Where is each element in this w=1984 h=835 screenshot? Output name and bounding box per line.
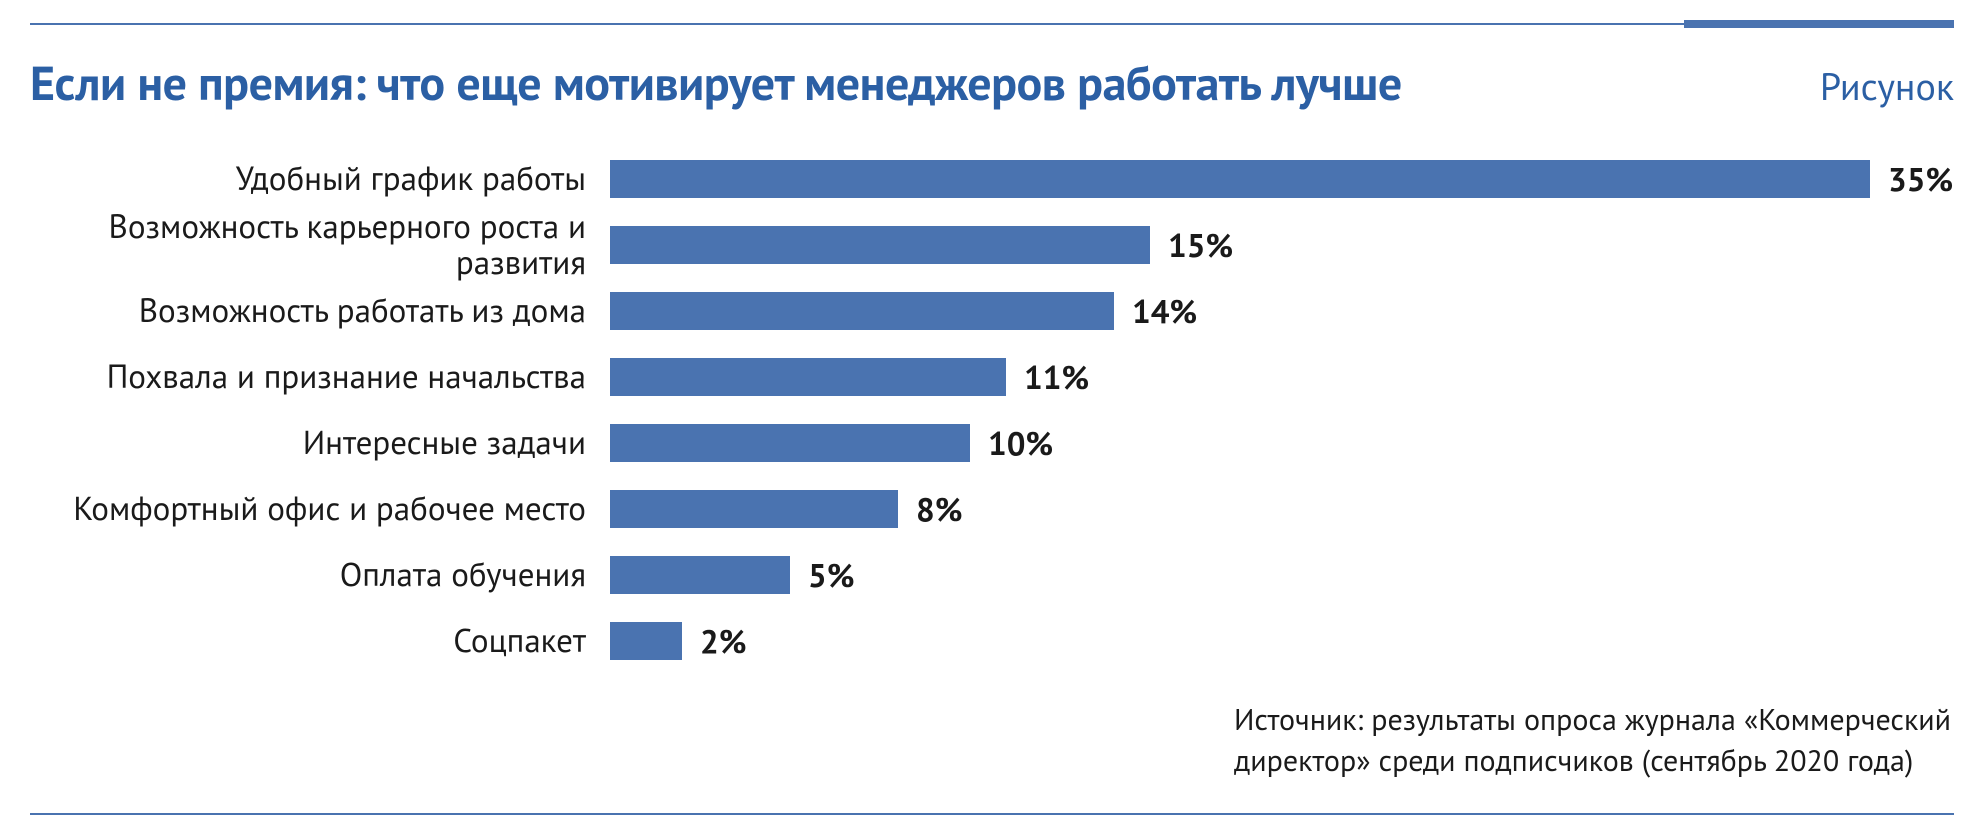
bar-track: 15%	[610, 226, 1954, 264]
chart-row: Соцпакет 2%	[30, 608, 1954, 674]
chart-row: Комфортный офис и рабочее место 8%	[30, 476, 1954, 542]
bar-track: 11%	[610, 358, 1954, 396]
value-label: 11%	[1024, 356, 1089, 399]
bar	[610, 226, 1150, 264]
bar	[610, 292, 1114, 330]
value-label: 35%	[1888, 158, 1953, 201]
header-row: Если не премия: что еще мотивирует менед…	[30, 52, 1954, 114]
category-label: Оплата обучения	[30, 557, 610, 593]
value-label: 5%	[808, 554, 854, 597]
chart-title: Если не премия: что еще мотивирует менед…	[30, 52, 1402, 114]
chart-container: Если не премия: что еще мотивирует менед…	[0, 20, 1984, 835]
bar	[610, 358, 1006, 396]
value-label: 10%	[988, 422, 1053, 465]
chart-row: Оплата обучения 5%	[30, 542, 1954, 608]
category-label: Интересные задачи	[30, 425, 610, 461]
bar-track: 14%	[610, 292, 1954, 330]
figure-label: Рисунок	[1820, 62, 1954, 111]
value-label: 8%	[916, 488, 962, 531]
chart-row: Интересные задачи 10%	[30, 410, 1954, 476]
bar-track: 2%	[610, 622, 1954, 660]
bar	[610, 160, 1870, 198]
bar	[610, 490, 898, 528]
source-note: Источник: результаты опроса журнала «Ком…	[1234, 700, 1954, 781]
category-label: Соцпакет	[30, 623, 610, 659]
top-rule-accent	[1684, 20, 1954, 28]
category-label: Удобный график работы	[30, 161, 610, 197]
value-label: 15%	[1168, 224, 1233, 267]
chart-row: Возможность работать из дома 14%	[30, 278, 1954, 344]
bar-track: 35%	[610, 160, 1954, 198]
category-label: Возможность карьерного роста и развития	[30, 209, 610, 282]
top-rule-thin	[30, 23, 1954, 25]
bar	[610, 556, 790, 594]
category-label: Возможность работать из дома	[30, 293, 610, 329]
chart-area: Удобный график работы 35% Возможность карь…	[30, 146, 1954, 674]
value-label: 14%	[1132, 290, 1197, 333]
chart-row: Возможность карьерного роста и развития1…	[30, 212, 1954, 278]
top-rule	[30, 20, 1954, 28]
bar-track: 8%	[610, 490, 1954, 528]
value-label: 2%	[700, 620, 746, 663]
bar	[610, 622, 682, 660]
category-label: Похвала и признание начальства	[30, 359, 610, 395]
bar-track: 10%	[610, 424, 1954, 462]
category-label: Комфортный офис и рабочее место	[30, 491, 610, 527]
bar	[610, 424, 970, 462]
bar-track: 5%	[610, 556, 1954, 594]
chart-row: Удобный график работы 35%	[30, 146, 1954, 212]
chart-row: Похвала и признание начальства 11%	[30, 344, 1954, 410]
